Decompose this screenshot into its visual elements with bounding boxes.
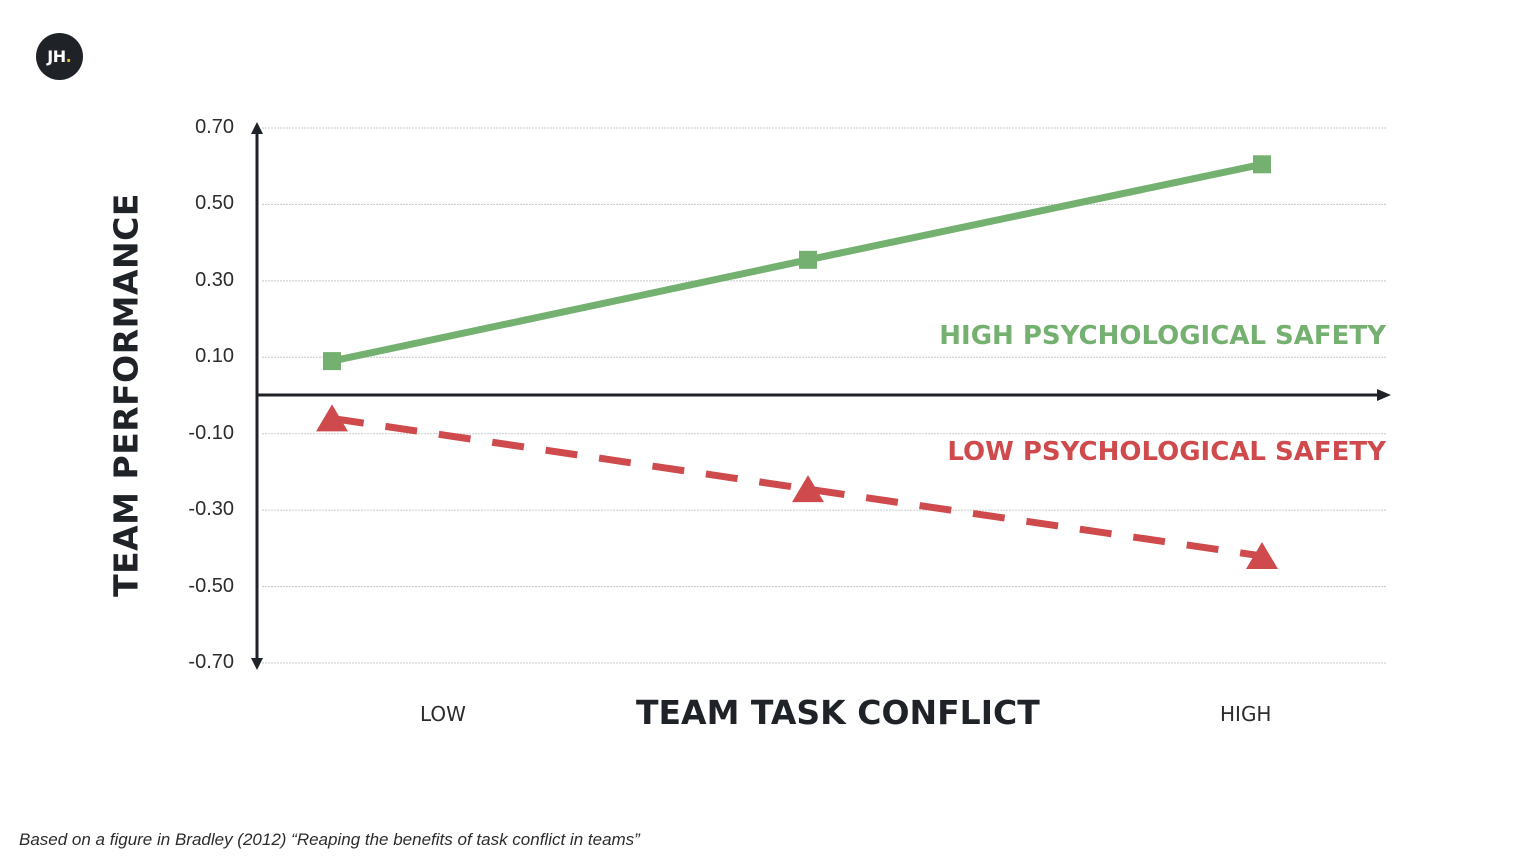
y-tick-label: -0.10: [188, 421, 234, 444]
y-tick-label: 0.70: [195, 116, 234, 138]
series-line-low: [331, 414, 1263, 560]
axes: [251, 122, 1391, 670]
square-marker-icon: [799, 250, 817, 269]
brand-logo: JH.: [36, 33, 83, 80]
legend-low-psychological-safety: LOW PSYCHOLOGICAL SAFETY: [947, 437, 1386, 467]
gridlines: [262, 127, 1386, 664]
legend-high-psychological-safety: HIGH PSYCHOLOGICAL SAFETY: [939, 321, 1386, 351]
x-tick-high: HIGH: [1220, 702, 1272, 726]
logo-dot: .: [65, 47, 72, 66]
triangle-marker-icon: [316, 404, 348, 432]
triangle-marker-icon: [792, 475, 824, 503]
y-tick-label: -0.50: [188, 574, 234, 597]
x-axis-arrow-right-icon: [1377, 389, 1391, 401]
y-tick-label: 0.50: [195, 192, 234, 215]
x-axis-title: TEAM TASK CONFLICT: [636, 693, 1040, 732]
square-marker-icon: [1253, 155, 1271, 174]
y-axis-arrow-down-icon: [251, 658, 263, 670]
square-marker-icon: [323, 352, 341, 371]
y-tick-label: 0.10: [195, 345, 234, 368]
y-axis-title: TEAM PERFORMANCE: [106, 193, 146, 597]
series-lines: [316, 155, 1278, 569]
triangle-marker-icon: [1246, 542, 1278, 569]
y-tick-label: 0.30: [195, 268, 234, 291]
x-tick-low: LOW: [420, 702, 466, 726]
logo-initials: JH: [47, 47, 66, 66]
source-footnote: Based on a figure in Bradley (2012) “Rea…: [19, 830, 640, 849]
y-tick-label: -0.70: [188, 651, 234, 673]
y-axis-arrow-up-icon: [251, 122, 263, 134]
y-tick-label: -0.30: [188, 498, 234, 521]
